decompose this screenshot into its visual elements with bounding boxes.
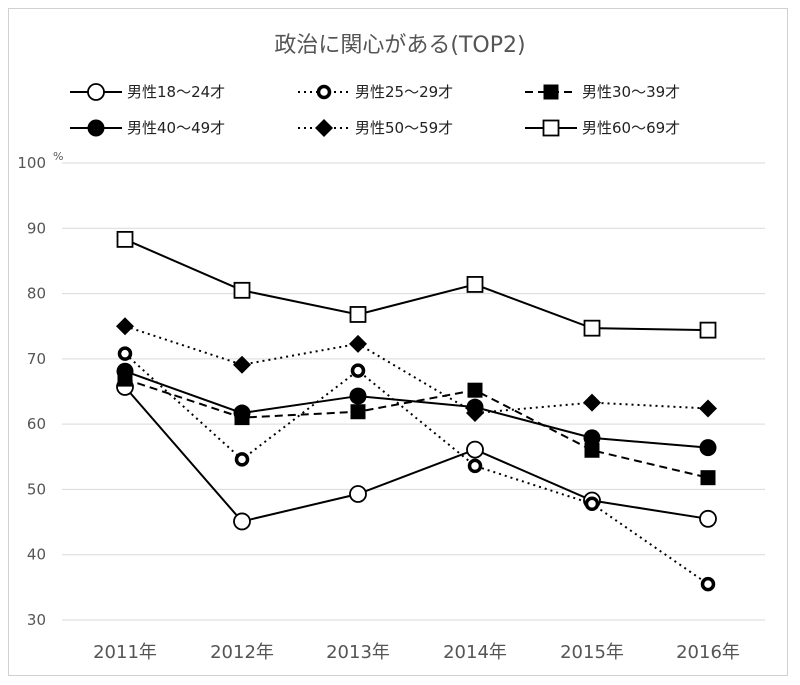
legend-item: 男性50～59才: [298, 119, 453, 137]
legend-marker: [87, 83, 105, 101]
data-point: [699, 509, 717, 528]
data-point: [699, 439, 717, 457]
data-point: [116, 362, 134, 380]
y-tick-label: 100: [17, 154, 46, 172]
legend-label: 男性60～69才: [582, 119, 680, 137]
legend-label: 男性18～24才: [127, 83, 225, 101]
x-tick-label: 2015年: [560, 642, 624, 663]
y-tick-label: 50: [27, 480, 46, 498]
x-tick-label: 2011年: [93, 642, 157, 663]
data-point: [233, 355, 251, 374]
y-tick-label: 60: [27, 415, 46, 433]
data-point: [467, 458, 483, 474]
data-point: [349, 387, 367, 405]
series-line: [124, 370, 709, 449]
legend-marker: [316, 84, 332, 100]
data-point: [583, 319, 601, 337]
data-point: [233, 281, 251, 299]
y-tick-label: 70: [27, 350, 46, 368]
x-tick-label: 2012年: [210, 642, 274, 663]
y-tick-label: 30: [27, 611, 46, 629]
data-point: [116, 230, 134, 248]
series-6: [116, 230, 717, 339]
legend-item: 男性25～29才: [298, 83, 453, 101]
data-point: [349, 485, 367, 503]
data-point: [116, 317, 134, 336]
data-point: [117, 346, 133, 361]
data-point: [583, 429, 601, 447]
data-point: [233, 404, 251, 422]
data-point: [466, 276, 484, 293]
y-tick-label: 80: [27, 285, 46, 303]
data-point: [584, 496, 600, 512]
series-4: [116, 362, 717, 457]
series-line: [124, 386, 709, 523]
data-point: [350, 363, 366, 378]
y-axis-ticks: 30 40 50 60 70 80 90 100: [17, 154, 46, 629]
chart-title: 政治に関心がある(TOP2): [274, 33, 525, 58]
data-point: [466, 440, 484, 459]
data-point: [583, 393, 601, 412]
legend-item: 男性40～49才: [70, 119, 225, 137]
x-tick-label: 2016年: [676, 642, 740, 663]
data-point: [700, 470, 716, 486]
legend-item: 男性60～69才: [525, 119, 680, 137]
data-point: [350, 404, 366, 420]
y-tick-label: 40: [27, 546, 46, 564]
legend-marker: [87, 119, 105, 137]
legend-label: 男性25～29才: [355, 83, 453, 101]
x-axis-ticks: 2011年 2012年 2013年 2014年 2015年 2016年: [93, 642, 740, 663]
series-line: [124, 352, 709, 585]
gridlines: [62, 162, 765, 621]
data-point: [467, 382, 483, 398]
data-point: [466, 404, 484, 423]
series-3: [117, 371, 716, 486]
series-2: [117, 346, 716, 592]
data-point: [349, 306, 367, 323]
data-point: [699, 321, 717, 339]
series-line: [124, 378, 709, 479]
legend-label: 男性50～59才: [355, 119, 453, 137]
legend-item: 男性18～24才: [70, 83, 225, 101]
chart-frame: [8, 8, 788, 676]
legend-marker: [315, 119, 333, 137]
legend-marker: [543, 84, 559, 100]
legend-label: 男性30～39才: [582, 83, 680, 101]
x-tick-label: 2014年: [443, 642, 507, 663]
series-line: [124, 325, 709, 415]
x-tick-label: 2013年: [326, 642, 390, 663]
data-point: [233, 512, 251, 531]
series-5: [116, 317, 717, 423]
legend-marker: [542, 119, 560, 137]
series-layer: [116, 230, 717, 592]
data-point: [699, 399, 717, 418]
legend-label: 男性40～49才: [127, 119, 225, 137]
data-point: [234, 452, 250, 467]
series-line: [124, 238, 709, 332]
data-point: [700, 576, 716, 592]
y-tick-label: 90: [27, 219, 46, 237]
legend-item: 男性30～39才: [525, 83, 680, 101]
y-unit-label: %: [53, 150, 63, 163]
data-point: [584, 442, 600, 458]
data-point: [349, 334, 367, 353]
